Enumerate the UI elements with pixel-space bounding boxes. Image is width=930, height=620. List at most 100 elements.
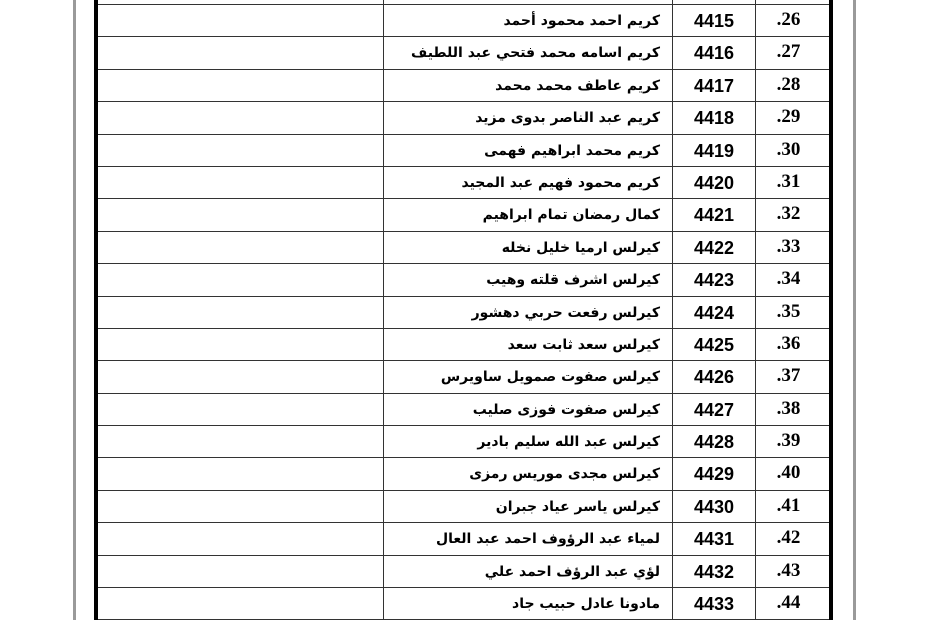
row-number: .42 — [776, 527, 801, 549]
student-id: 4429 — [673, 458, 756, 490]
student-name: كيرلس ارميا خليل نخله — [384, 231, 673, 264]
student-name: كيرلس صفوت صمويل ساويرس — [384, 361, 673, 393]
row-number: .29 — [776, 106, 801, 128]
student-name: كريم عبد الناصر بدوى مزيد — [384, 102, 673, 134]
table-row: كيرلس ياسر عياد جبران 4430 .41 — [98, 490, 829, 524]
table-row: كيرلس عبد الله سليم بادير 4428 .39 — [98, 426, 829, 459]
student-id: 4418 — [673, 102, 756, 134]
row-number: .43 — [776, 559, 801, 581]
student-name: كيرلس سعد ثابت سعد — [384, 328, 673, 361]
student-name: كيرلس رفعت حربي دهشور — [384, 296, 673, 328]
row-number: .27 — [776, 41, 801, 63]
names-table: كريم احمد محمود أحمد 4415 .26 كريم اسامه مح… — [94, 0, 833, 620]
student-id: 4430 — [673, 490, 756, 523]
number-cell — [756, 0, 829, 4]
table-row: كمال رمضان تمام ابراهيم 4421 .32 — [98, 199, 829, 232]
table-row: كريم اسامه محمد فتحي عبد اللطيف 4416 .27 — [98, 37, 829, 70]
row-number: .35 — [776, 300, 801, 322]
blank-cell — [98, 134, 384, 166]
row-number: .31 — [776, 170, 801, 192]
row-number: .30 — [776, 138, 801, 160]
row-number: .28 — [776, 73, 801, 95]
id-cell — [673, 0, 756, 4]
blank-cell — [98, 264, 384, 296]
blank-cell — [98, 426, 384, 458]
row-number: .32 — [776, 203, 801, 225]
student-name: كيرلس اشرف قلته وهيب — [384, 264, 673, 296]
student-name: كريم محمد ابراهيم فهمى — [384, 134, 673, 166]
student-id: 4420 — [673, 166, 756, 199]
student-name: كريم محمود فهيم عبد المجيد — [384, 166, 673, 199]
table-row: كيرلس سعد ثابت سعد 4425 .36 — [98, 328, 829, 362]
row-number: .44 — [776, 592, 801, 614]
table-row: كريم عبد الناصر بدوى مزيد 4418 .29 — [98, 102, 829, 135]
student-id: 4417 — [673, 69, 756, 102]
row-number: .40 — [776, 462, 801, 484]
student-id: 4421 — [673, 199, 756, 231]
blank-cell — [98, 231, 384, 264]
row-number: .39 — [776, 430, 801, 452]
student-name: كريم عاطف محمد محمد — [384, 69, 673, 102]
table-row: كريم احمد محمود أحمد 4415 .26 — [98, 5, 829, 38]
student-id: 4422 — [673, 231, 756, 264]
blank-cell — [98, 102, 384, 134]
student-id: 4431 — [673, 523, 756, 555]
blank-cell — [98, 588, 384, 620]
table-row: كيرلس ارميا خليل نخله 4422 .33 — [98, 231, 829, 265]
table-row: كريم عاطف محمد محمد 4417 .28 — [98, 69, 829, 103]
student-name: كمال رمضان تمام ابراهيم — [384, 199, 673, 231]
row-number: .33 — [776, 235, 801, 257]
blank-cell — [98, 523, 384, 555]
table-row: كريم محمد ابراهيم فهمى 4419 .30 — [98, 134, 829, 167]
blank-cell — [98, 69, 384, 102]
student-id: 4432 — [673, 555, 756, 588]
row-number: .41 — [776, 494, 801, 516]
table-row: كيرلس صفوت صمويل ساويرس 4426 .37 — [98, 361, 829, 394]
blank-cell — [98, 5, 384, 37]
table-row: كيرلس رفعت حربي دهشور 4424 .35 — [98, 296, 829, 329]
student-id: 4415 — [673, 5, 756, 37]
name-cell — [384, 0, 673, 4]
table-row: كريم محمود فهيم عبد المجيد 4420 .31 — [98, 166, 829, 200]
student-name: كريم احمد محمود أحمد — [384, 5, 673, 37]
table-row: كيرلس مجدى موريس رمزى 4429 .40 — [98, 458, 829, 491]
blank-cell — [98, 166, 384, 199]
blank-cell — [98, 361, 384, 393]
row-number: .37 — [776, 365, 801, 387]
blank-cell — [98, 37, 384, 69]
table-row-partial — [98, 0, 829, 5]
student-name: كيرلس صفوت فوزى صليب — [384, 393, 673, 426]
student-name: كريم اسامه محمد فتحي عبد اللطيف — [384, 37, 673, 69]
student-name: كيرلس مجدى موريس رمزى — [384, 458, 673, 490]
table-row: لمياء عبد الرؤوف احمد عبد العال 4431 .42 — [98, 523, 829, 556]
student-id: 4433 — [673, 588, 756, 620]
row-number: .26 — [776, 9, 801, 30]
blank-cell — [98, 199, 384, 231]
student-name: لمياء عبد الرؤوف احمد عبد العال — [384, 523, 673, 555]
blank-cell — [98, 296, 384, 328]
student-id: 4426 — [673, 361, 756, 393]
table-row: لؤي عبد الرؤف احمد علي 4432 .43 — [98, 555, 829, 589]
student-id: 4427 — [673, 393, 756, 426]
student-id: 4416 — [673, 37, 756, 69]
row-number: .34 — [776, 268, 801, 290]
student-id: 4428 — [673, 426, 756, 458]
page-edge-right — [853, 0, 856, 620]
table-row: كيرلس اشرف قلته وهيب 4423 .34 — [98, 264, 829, 297]
blank-cell — [98, 555, 384, 588]
student-id: 4419 — [673, 134, 756, 166]
table-row: كيرلس صفوت فوزى صليب 4427 .38 — [98, 393, 829, 427]
table-row: مادونا عادل حبيب جاد 4433 .44 — [98, 588, 829, 620]
page-edge-left — [73, 0, 76, 620]
student-id: 4423 — [673, 264, 756, 296]
blank-cell — [98, 490, 384, 523]
student-name: كيرلس عبد الله سليم بادير — [384, 426, 673, 458]
student-name: كيرلس ياسر عياد جبران — [384, 490, 673, 523]
blank-cell — [98, 458, 384, 490]
student-id: 4425 — [673, 328, 756, 361]
student-name: لؤي عبد الرؤف احمد علي — [384, 555, 673, 588]
row-number: .38 — [776, 397, 801, 419]
blank-cell — [98, 328, 384, 361]
blank-cell — [98, 0, 384, 4]
row-number: .36 — [776, 332, 801, 354]
